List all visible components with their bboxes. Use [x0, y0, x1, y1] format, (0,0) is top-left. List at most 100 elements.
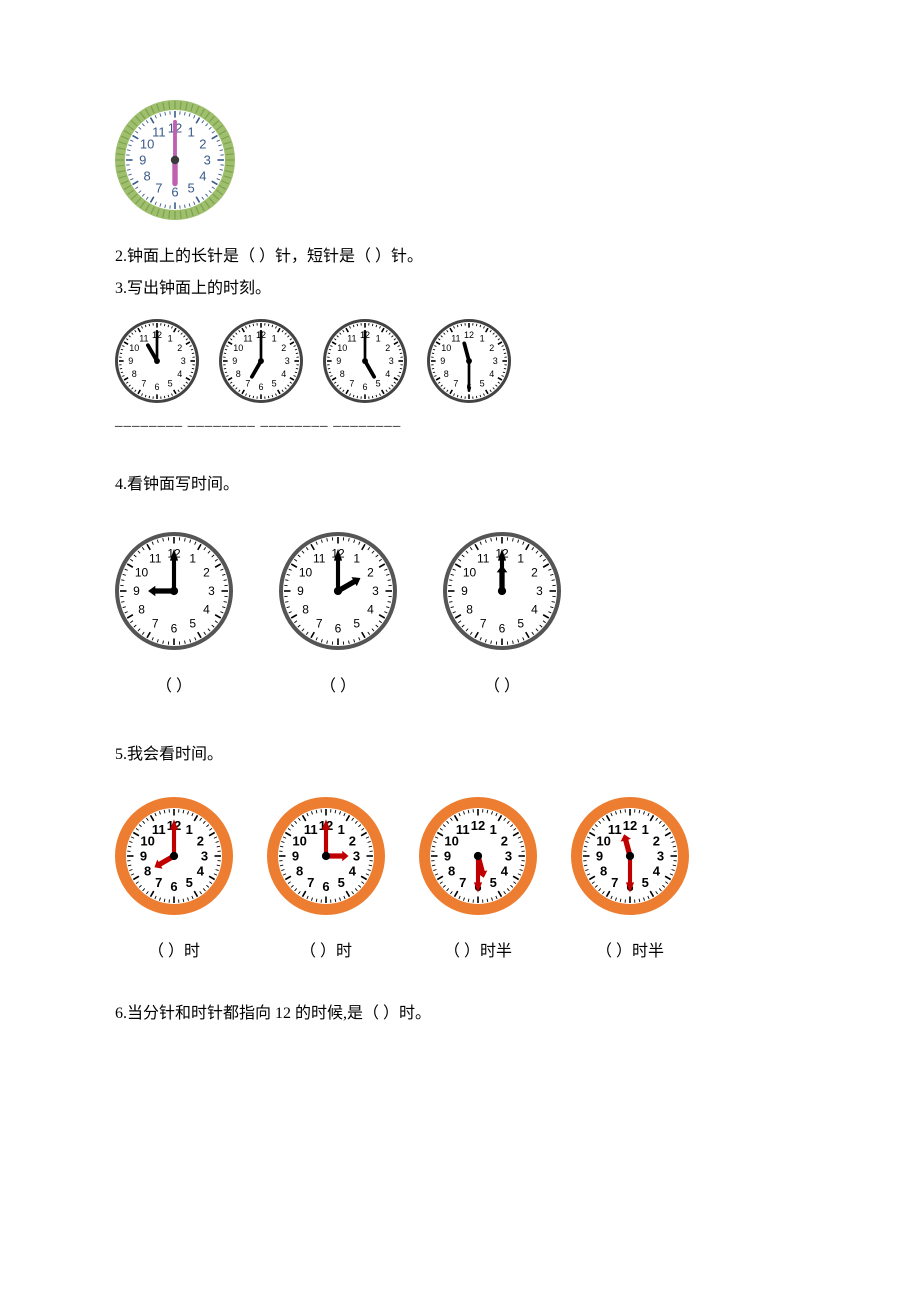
svg-text:12: 12 [464, 330, 474, 340]
svg-text:6: 6 [499, 621, 506, 635]
svg-text:12: 12 [471, 818, 485, 833]
svg-text:9: 9 [140, 849, 147, 864]
q4-label: 4.看钟面写时间。 [115, 472, 805, 498]
svg-text:8: 8 [302, 603, 309, 617]
worksheet-page: 123456789101112 2.钟面上的长针是（ ）针，短针是（ ）针。 3… [0, 0, 920, 1115]
svg-text:6: 6 [171, 621, 178, 635]
svg-text:10: 10 [463, 565, 477, 579]
svg-text:9: 9 [128, 356, 133, 366]
svg-text:11: 11 [139, 333, 148, 343]
svg-text:2: 2 [367, 565, 374, 579]
svg-text:11: 11 [477, 551, 490, 565]
q3-clock-2: 123456789101112 [219, 319, 303, 403]
svg-text:10: 10 [299, 565, 313, 579]
svg-text:8: 8 [143, 169, 150, 184]
svg-text:8: 8 [466, 603, 473, 617]
svg-text:5: 5 [168, 379, 173, 389]
svg-text:4: 4 [199, 169, 206, 184]
q5-clock-4: 123456789101112 [571, 797, 689, 915]
svg-text:5: 5 [272, 379, 277, 389]
svg-text:6: 6 [362, 382, 367, 392]
svg-text:8: 8 [444, 369, 449, 379]
svg-text:8: 8 [600, 864, 607, 879]
clock-icon: 123456789101112 [267, 797, 385, 915]
svg-text:9: 9 [336, 356, 341, 366]
svg-text:7: 7 [307, 875, 314, 890]
svg-text:5: 5 [376, 379, 381, 389]
q5-clock-row: 1234567891011121234567891011121234567891… [115, 797, 805, 915]
svg-text:3: 3 [389, 356, 394, 366]
svg-text:10: 10 [135, 565, 149, 579]
svg-text:7: 7 [453, 379, 458, 389]
svg-text:7: 7 [316, 616, 323, 630]
q4-block: 4.看钟面写时间。 123456789101112123456789101112… [115, 472, 805, 696]
svg-text:3: 3 [372, 584, 379, 598]
svg-text:4: 4 [367, 603, 374, 617]
svg-text:8: 8 [236, 369, 241, 379]
svg-text:6: 6 [171, 185, 178, 200]
q4-answer-3: （ ） [443, 672, 561, 696]
svg-text:2: 2 [385, 343, 390, 353]
svg-text:9: 9 [292, 849, 299, 864]
q5-clock-2: 123456789101112 [267, 797, 385, 915]
svg-text:7: 7 [155, 180, 162, 195]
svg-text:4: 4 [203, 603, 210, 617]
svg-text:8: 8 [340, 369, 345, 379]
svg-text:4: 4 [349, 864, 357, 879]
svg-text:1: 1 [272, 333, 277, 343]
svg-text:11: 11 [152, 125, 166, 140]
svg-text:10: 10 [233, 343, 243, 353]
svg-text:1: 1 [187, 125, 194, 140]
svg-text:4: 4 [281, 369, 286, 379]
q4-clock-row: 1234567891011121234567891011121234567891… [115, 532, 805, 650]
svg-text:2: 2 [349, 834, 356, 849]
svg-text:8: 8 [138, 603, 145, 617]
q3-clock-row: 1234567891011121234567891011121234567891… [115, 319, 805, 403]
svg-text:6: 6 [335, 621, 342, 635]
svg-text:7: 7 [155, 875, 162, 890]
svg-text:7: 7 [349, 379, 354, 389]
svg-text:6: 6 [170, 879, 177, 894]
svg-text:5: 5 [338, 875, 345, 890]
svg-text:1: 1 [517, 551, 524, 565]
svg-text:3: 3 [285, 356, 290, 366]
svg-text:1: 1 [338, 822, 345, 837]
q6-text: 6.当分针和时针都指向 12 的时候,是（ ）时。 [115, 1001, 805, 1027]
clock-icon: 123456789101112 [279, 532, 397, 650]
q5-answer-4: （ ）时半 [571, 937, 689, 961]
q4-clock-2: 123456789101112 [279, 532, 397, 650]
svg-text:5: 5 [490, 875, 497, 890]
svg-text:2: 2 [203, 565, 210, 579]
svg-text:11: 11 [451, 333, 460, 343]
q3-clock-4: 123456789101112 [427, 319, 511, 403]
clock-icon: 123456789101112 [115, 319, 199, 403]
svg-text:8: 8 [144, 864, 151, 879]
svg-text:3: 3 [204, 153, 211, 168]
svg-text:2: 2 [197, 834, 204, 849]
svg-text:6: 6 [322, 879, 329, 894]
svg-text:6: 6 [154, 382, 159, 392]
svg-text:7: 7 [141, 379, 146, 389]
clock-icon: 123456789101112 [115, 797, 233, 915]
svg-text:2: 2 [489, 343, 494, 353]
q5-clock-1: 123456789101112 [115, 797, 233, 915]
svg-text:3: 3 [493, 356, 498, 366]
svg-text:1: 1 [642, 822, 649, 837]
svg-text:3: 3 [201, 849, 208, 864]
clock-icon: 123456789101112 [427, 319, 511, 403]
svg-text:11: 11 [608, 822, 622, 837]
q3-answer-lines: ________ ________ ________ ________ [115, 413, 805, 430]
clock-icon: 123456789101112 [323, 319, 407, 403]
svg-text:8: 8 [296, 864, 303, 879]
svg-text:11: 11 [152, 822, 166, 837]
q4-clock-3: 123456789101112 [443, 532, 561, 650]
svg-text:5: 5 [353, 616, 360, 630]
svg-text:2: 2 [281, 343, 286, 353]
svg-text:2: 2 [177, 343, 182, 353]
q5-answer-3: （ ）时半 [419, 937, 537, 961]
svg-text:11: 11 [313, 551, 326, 565]
svg-text:1: 1 [353, 551, 360, 565]
svg-text:5: 5 [642, 875, 649, 890]
svg-text:1: 1 [376, 333, 381, 343]
q4-answer-2: （ ） [279, 672, 397, 696]
